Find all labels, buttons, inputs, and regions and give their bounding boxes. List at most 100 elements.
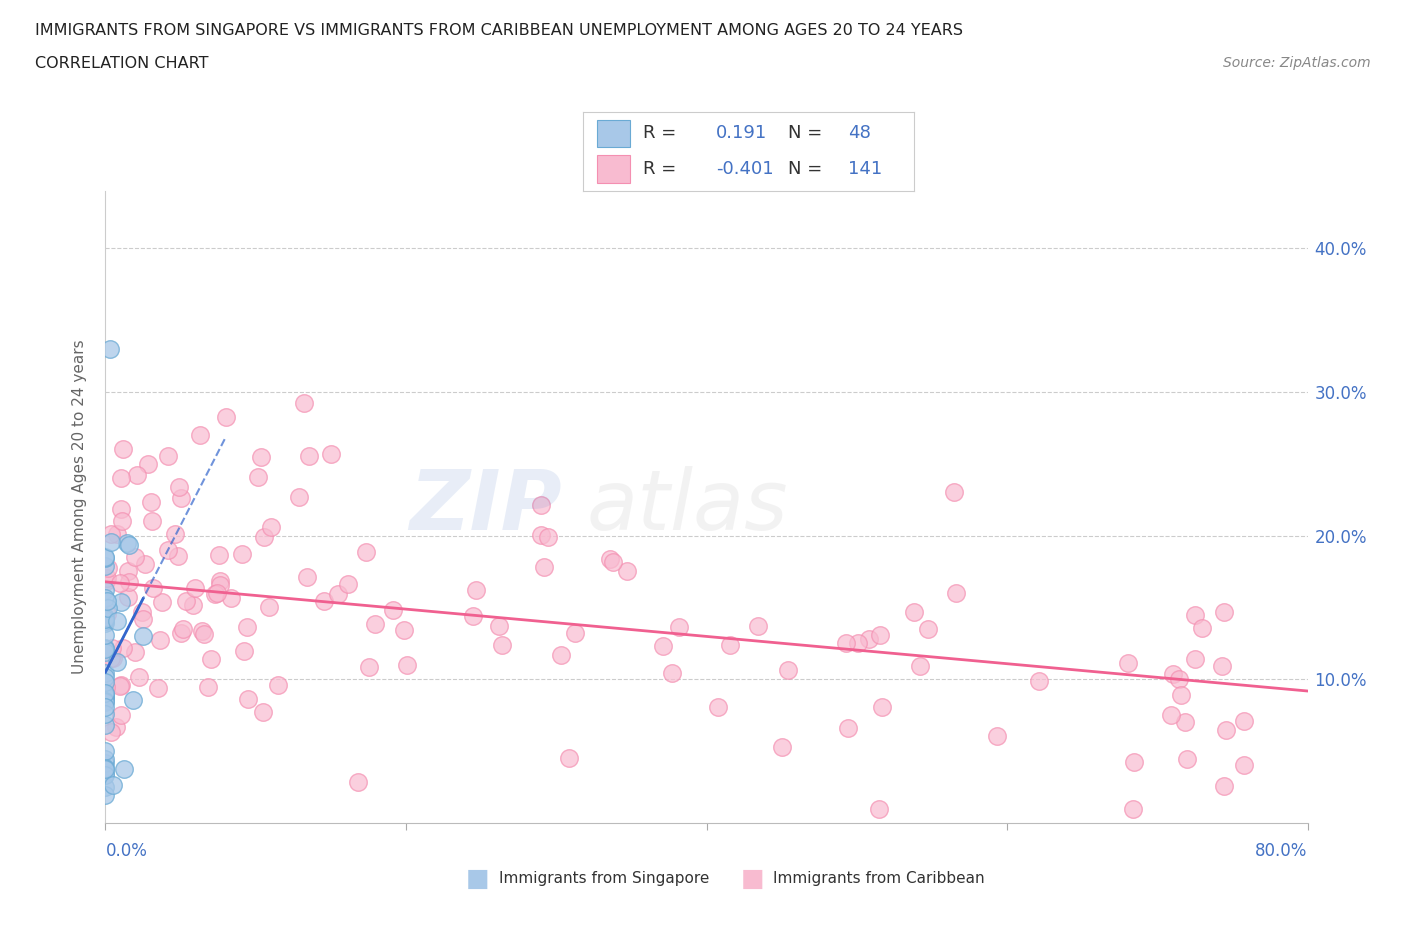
- Point: [1213, 604, 1236, 619]
- Point: [209, 578, 232, 592]
- Point: [96, 679, 118, 694]
- Bar: [596, 120, 630, 147]
- Point: [191, 623, 214, 638]
- Point: [461, 608, 484, 623]
- Point: [295, 570, 318, 585]
- Point: [1174, 715, 1197, 730]
- Point: [101, 777, 124, 792]
- Point: [193, 627, 215, 642]
- Text: ■: ■: [741, 867, 763, 891]
- Y-axis label: Unemployment Among Ages 20 to 24 years: Unemployment Among Ages 20 to 24 years: [72, 339, 87, 674]
- Point: [172, 622, 194, 637]
- Point: [94, 688, 117, 703]
- Point: [94, 641, 117, 656]
- Point: [150, 594, 173, 609]
- Point: [94, 551, 117, 565]
- Point: [1163, 666, 1185, 681]
- Point: [94, 614, 117, 629]
- Point: [94, 691, 117, 706]
- Point: [326, 587, 349, 602]
- Point: [94, 550, 117, 565]
- Point: [96, 570, 118, 585]
- Point: [616, 564, 638, 578]
- Text: ■: ■: [467, 867, 489, 891]
- Point: [778, 663, 800, 678]
- Point: [118, 538, 141, 552]
- Point: [208, 573, 231, 588]
- Point: [231, 547, 253, 562]
- Point: [110, 502, 132, 517]
- Point: [236, 620, 259, 635]
- Point: [1213, 778, 1236, 793]
- Text: ZIP: ZIP: [409, 466, 562, 548]
- Point: [252, 705, 274, 720]
- Point: [127, 468, 149, 483]
- Point: [1184, 652, 1206, 667]
- Point: [464, 583, 486, 598]
- Point: [917, 622, 939, 637]
- Point: [718, 637, 741, 652]
- Point: [651, 639, 673, 654]
- Point: [945, 585, 967, 600]
- Point: [94, 761, 117, 776]
- Point: [94, 685, 117, 700]
- Point: [108, 576, 131, 591]
- Point: [98, 341, 121, 356]
- Point: [1116, 656, 1139, 671]
- Point: [117, 590, 139, 604]
- Point: [747, 618, 769, 633]
- Point: [100, 534, 122, 549]
- Point: [1215, 723, 1237, 737]
- Point: [530, 527, 553, 542]
- Point: [156, 542, 179, 557]
- Point: [942, 485, 965, 499]
- Point: [599, 551, 621, 566]
- Point: [110, 594, 132, 609]
- Point: [215, 409, 238, 424]
- Point: [529, 498, 551, 512]
- Point: [1160, 708, 1182, 723]
- Point: [112, 762, 135, 777]
- Text: 0.0%: 0.0%: [105, 842, 148, 860]
- Point: [346, 775, 368, 790]
- Point: [170, 626, 193, 641]
- Point: [157, 448, 180, 463]
- Point: [128, 670, 150, 684]
- Point: [94, 707, 117, 722]
- Point: [134, 557, 156, 572]
- Point: [94, 670, 117, 684]
- Point: [257, 600, 280, 615]
- Point: [94, 609, 117, 624]
- Point: [184, 580, 207, 595]
- Point: [233, 644, 256, 658]
- Point: [395, 658, 418, 672]
- Point: [770, 739, 793, 754]
- Point: [1168, 671, 1191, 686]
- Point: [118, 575, 141, 590]
- Point: [96, 606, 118, 621]
- Point: [337, 577, 360, 591]
- Point: [94, 616, 117, 631]
- Point: [94, 559, 117, 574]
- Point: [166, 549, 188, 564]
- Point: [142, 581, 165, 596]
- Point: [94, 687, 117, 702]
- Point: [903, 604, 925, 619]
- Point: [170, 490, 193, 505]
- Text: 48: 48: [848, 124, 870, 142]
- Point: [354, 545, 377, 560]
- Point: [174, 593, 197, 608]
- Point: [97, 601, 120, 616]
- Point: [1233, 714, 1256, 729]
- Point: [200, 652, 222, 667]
- Point: [94, 788, 117, 803]
- Point: [94, 582, 117, 597]
- Text: -0.401: -0.401: [716, 160, 773, 178]
- Text: 0.191: 0.191: [716, 124, 766, 142]
- Point: [533, 559, 555, 574]
- Point: [112, 641, 135, 656]
- Point: [205, 586, 228, 601]
- Point: [100, 526, 122, 541]
- Point: [105, 719, 128, 734]
- Point: [1184, 607, 1206, 622]
